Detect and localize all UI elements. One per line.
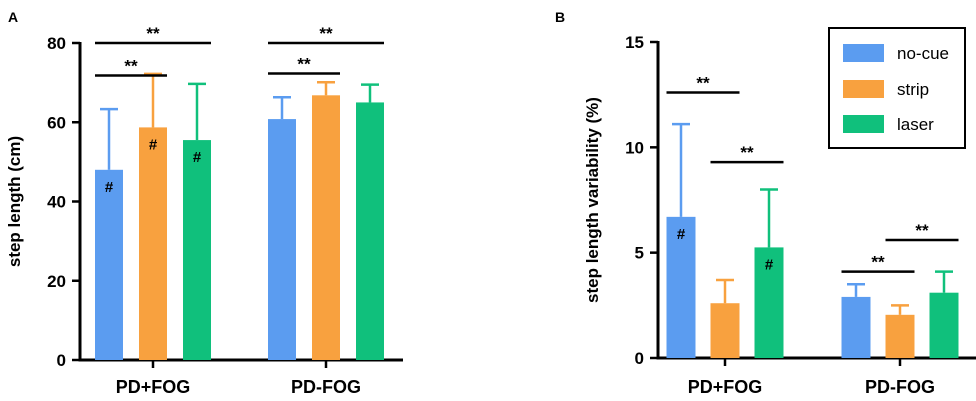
y-axis-title: step length variability (%)	[583, 97, 602, 303]
legend-swatch-no-cue	[843, 44, 884, 62]
hash-marker: #	[105, 179, 114, 196]
y-axis-title: step length (cm)	[5, 136, 24, 267]
y-tick-label: 15	[625, 33, 644, 52]
panel-a: A 0 20 40 60 80 step length (cm) PD+FOG PD-FOG # #…	[5, 9, 403, 397]
y-tick-label: 0	[635, 349, 644, 368]
bar-strip	[139, 127, 167, 361]
bar-strip	[710, 303, 740, 358]
hash-marker: #	[765, 256, 774, 273]
bar-no-cue	[268, 119, 296, 360]
panel-letter: B	[555, 9, 565, 25]
hash-marker: #	[149, 136, 158, 153]
y-tick-label: 80	[47, 34, 66, 53]
significance-label: **	[696, 74, 710, 93]
hash-marker: #	[677, 226, 686, 243]
hash-marker: #	[193, 149, 202, 166]
y-tick-label: 0	[57, 351, 66, 370]
bar-strip	[885, 314, 915, 358]
y-tick-label: 20	[47, 272, 66, 291]
legend-swatch-strip	[843, 80, 884, 98]
y-tick-label: 5	[635, 244, 644, 263]
significance-label: **	[915, 221, 929, 240]
legend-box	[828, 27, 966, 149]
significance-label: **	[319, 24, 333, 43]
legend-swatch-laser	[843, 115, 884, 133]
y-tick-label: 60	[47, 113, 66, 132]
legend-label-laser: laser	[897, 115, 934, 134]
bar-no-cue	[666, 216, 696, 358]
bar-laser	[754, 247, 784, 358]
y-tick-label: 10	[625, 138, 644, 157]
category-label: PD+FOG	[116, 377, 191, 397]
bar-laser	[929, 292, 959, 358]
significance-label: **	[871, 253, 885, 272]
significance-label: **	[740, 143, 754, 162]
panel-b: B 0 5 10 15 step length variability (%) PD+FOG…	[555, 9, 976, 397]
bar-laser	[356, 102, 384, 360]
bar-no-cue	[841, 296, 871, 358]
category-label: PD-FOG	[865, 377, 935, 397]
category-label: PD+FOG	[688, 377, 763, 397]
bar-no-cue	[95, 169, 123, 360]
significance-label: **	[146, 24, 160, 43]
panel-letter: A	[8, 9, 18, 25]
legend-label-strip: strip	[897, 80, 929, 99]
bar-strip	[312, 95, 340, 361]
significance-label: **	[297, 55, 311, 74]
legend-label-no-cue: no-cue	[897, 44, 949, 63]
category-label: PD-FOG	[291, 377, 361, 397]
bar-laser	[183, 140, 211, 360]
significance-label: **	[124, 56, 138, 75]
y-tick-label: 40	[47, 193, 66, 212]
